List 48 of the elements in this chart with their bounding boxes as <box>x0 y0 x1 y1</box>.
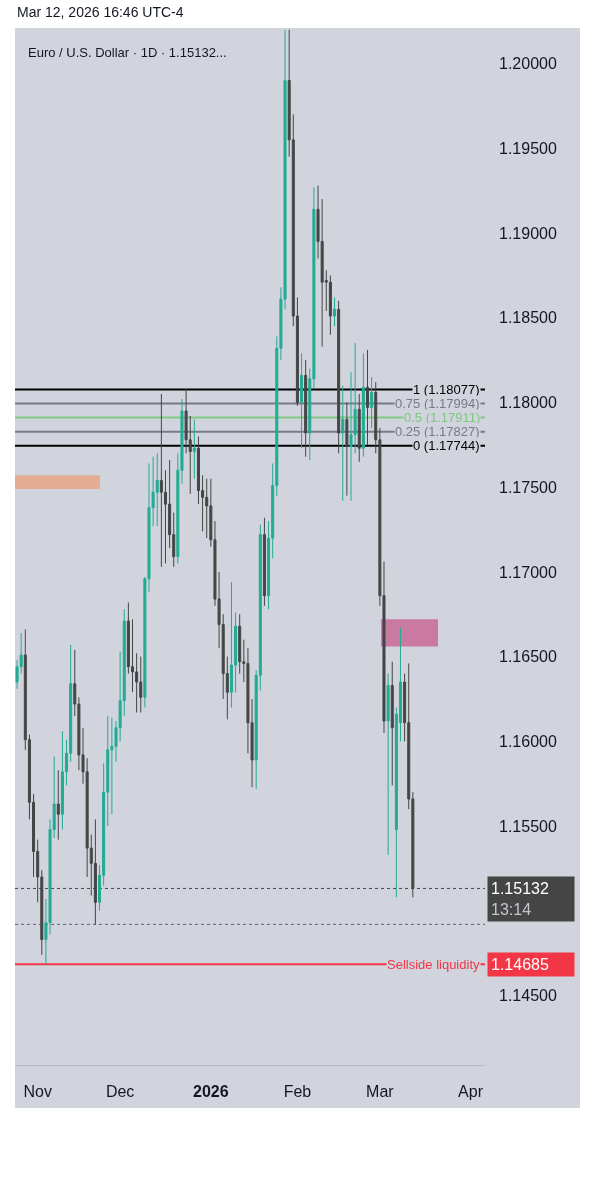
candlestick <box>229 581 233 708</box>
candlestick <box>370 376 374 429</box>
candlestick <box>56 769 60 841</box>
ref-line-label: 0.5 (1.17911) <box>404 410 481 425</box>
y-tick-label: 1.16000 <box>499 732 557 750</box>
y-tick-label: 1.14500 <box>499 987 557 1005</box>
text: Euro / U.S. Dollar · 1D · 1.15132... <box>28 44 227 60</box>
candlestick <box>337 300 341 454</box>
y-tick-label: 1.15500 <box>499 817 557 835</box>
candlestick <box>262 517 266 607</box>
text: 1.15132 13:14 <box>491 880 549 918</box>
x-tick-label: Feb <box>283 1083 312 1101</box>
y-tick-label: 1.20000 <box>499 55 557 73</box>
candlestick <box>365 349 370 446</box>
candlestick <box>192 418 196 480</box>
y-tick-label: 1.17000 <box>499 563 557 581</box>
candlestick <box>60 730 64 830</box>
candlestick <box>361 352 365 458</box>
candlestick <box>155 452 159 527</box>
candlestick <box>159 393 163 568</box>
candlestick <box>139 656 143 714</box>
candlestick <box>386 673 390 856</box>
y-tick-label: 1.18000 <box>499 394 557 412</box>
candlestick <box>333 296 337 327</box>
text: Mar 12, 2026 16:46 UTC-4 <box>17 4 184 20</box>
y-tick-label: 1.19500 <box>499 139 557 157</box>
y-tick-label: 1.17500 <box>499 478 557 496</box>
y-tick-label: 1.18500 <box>499 309 557 327</box>
x-tick-label: Apr <box>458 1083 484 1101</box>
candlestick <box>341 385 345 502</box>
candlestick <box>304 359 308 458</box>
candlestick <box>328 274 332 336</box>
ref-line-label: 1 (1.18077) <box>413 382 480 397</box>
candlestick <box>300 352 304 449</box>
x-tick-label: 2026 <box>193 1083 229 1101</box>
ref-line-label: Sellside liquidity <box>387 957 480 972</box>
ref-line-label: 0 (1.17744) <box>413 438 480 453</box>
candlestick <box>357 393 361 463</box>
candlestick <box>390 661 394 786</box>
ref-line-label: 0.75 (1.17994) <box>395 396 480 411</box>
ref-line-label: 0.25 (1.17827) <box>395 424 480 439</box>
candlestick <box>345 401 349 497</box>
x-tick-label: Mar <box>366 1083 395 1101</box>
text: 1.14685 <box>491 956 549 973</box>
y-tick-label: 1.19000 <box>499 224 557 242</box>
x-tick-label: Dec <box>105 1083 135 1101</box>
y-tick-label: 1.16500 <box>499 648 557 666</box>
x-tick-label: Nov <box>23 1083 52 1101</box>
